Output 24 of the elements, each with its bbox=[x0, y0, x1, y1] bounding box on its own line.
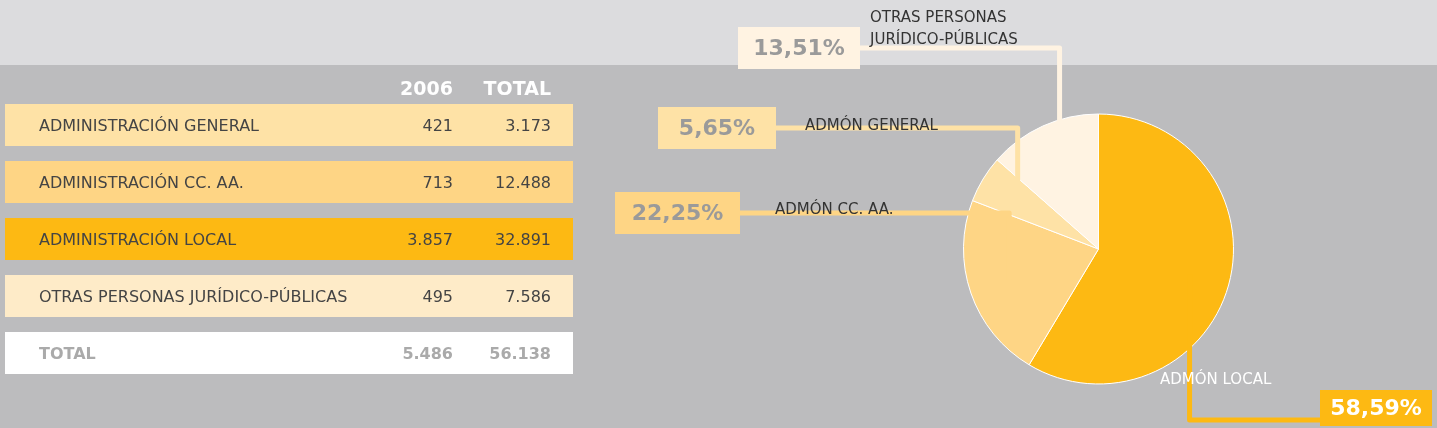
data-label: 421 bbox=[422, 115, 453, 135]
series-label: 2006 bbox=[400, 77, 453, 99]
data-label: 5.486 bbox=[402, 343, 453, 363]
data-label: 58,59% bbox=[1330, 394, 1422, 420]
category-label: ADMINISTRACIÓN CC. AA. bbox=[39, 172, 244, 192]
category-label: ADMINISTRACIÓN GENERAL bbox=[39, 115, 259, 135]
data-label: 3.173 bbox=[505, 115, 551, 135]
data-label: 56.138 bbox=[489, 343, 551, 363]
series-label: TOTAL bbox=[483, 77, 551, 99]
data-label: 7.586 bbox=[505, 286, 551, 306]
slice-label: ADMÓN GENERAL bbox=[805, 114, 939, 134]
data-label: 12.488 bbox=[495, 172, 551, 192]
data-label: 13,51% bbox=[753, 34, 845, 60]
data-label: 22,25% bbox=[631, 199, 724, 225]
slice-label: ADMÓN CC. AA. bbox=[775, 198, 894, 218]
data-label: 32.891 bbox=[495, 229, 551, 249]
category-label: OTRAS PERSONAS JURÍDICO-PÚBLICAS bbox=[39, 286, 348, 306]
data-label: 3.857 bbox=[407, 229, 453, 249]
data-label: 495 bbox=[422, 286, 453, 306]
category-label: ADMINISTRACIÓN LOCAL bbox=[39, 229, 237, 249]
category-label: TOTAL bbox=[39, 343, 96, 363]
data-label: 713 bbox=[422, 172, 453, 192]
slice-label: OTRAS PERSONAS JURÍDICO-PÚBLICAS bbox=[869, 7, 1018, 48]
data-label: 5,65% bbox=[678, 114, 756, 140]
